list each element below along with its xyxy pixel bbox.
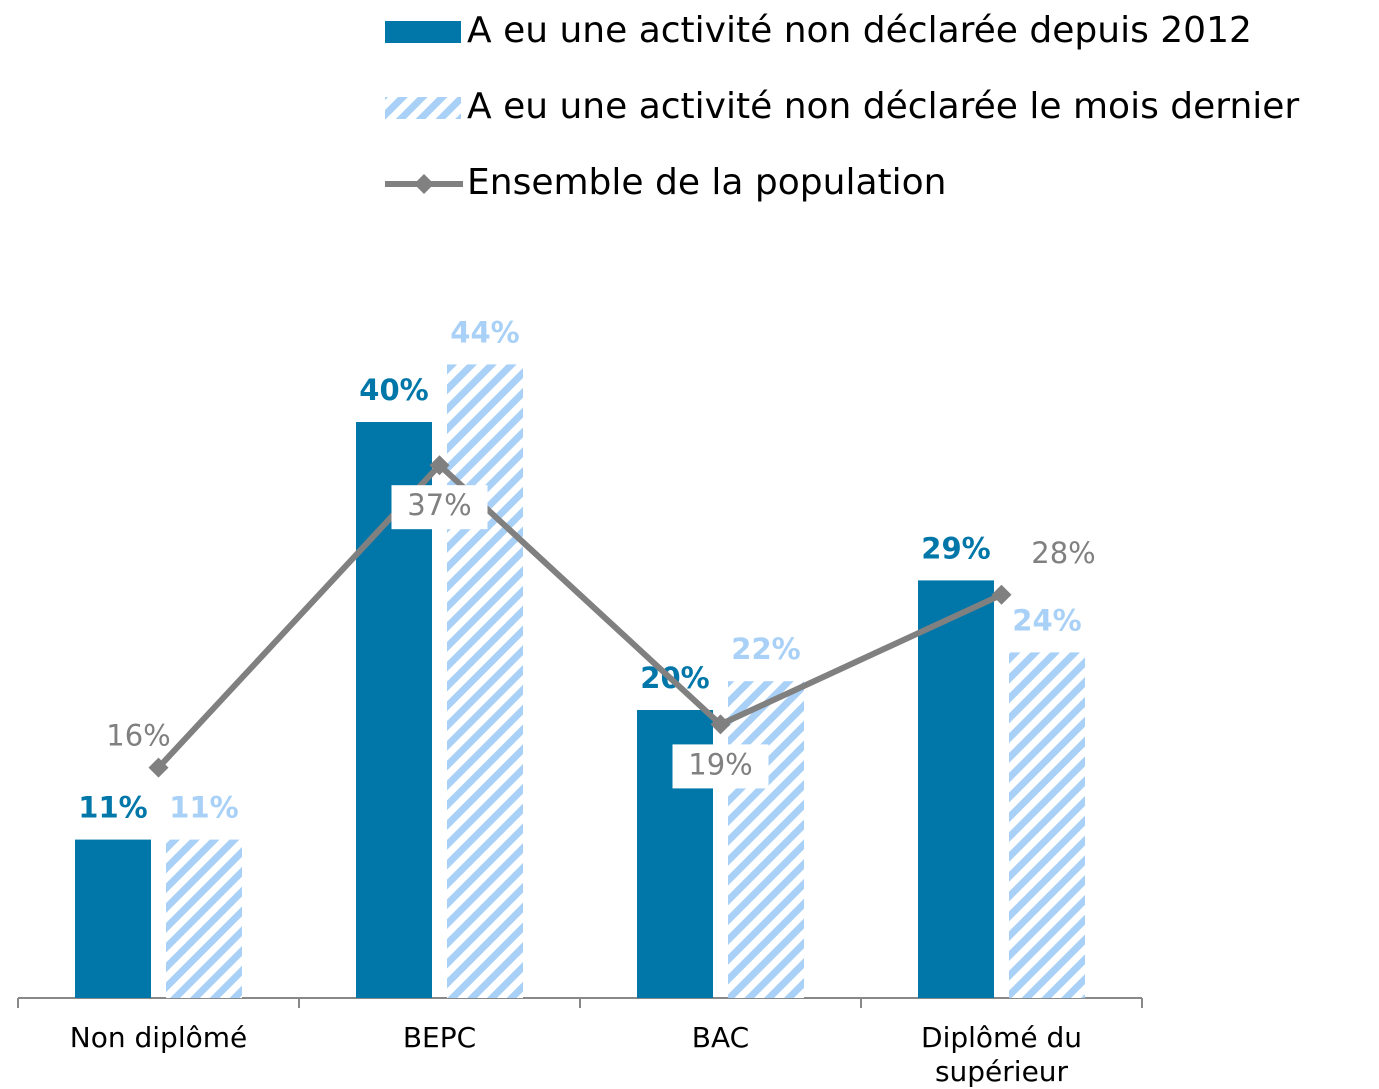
data-label: 29%	[921, 531, 990, 565]
label-box	[391, 485, 488, 530]
legend-label: A eu une activité non déclarée depuis 20…	[467, 10, 1252, 51]
legend-swatch	[385, 21, 461, 43]
line-marker	[429, 455, 450, 476]
x-tick-label: Diplômé du supérieur	[921, 1021, 1082, 1088]
data-label: 37%	[407, 488, 471, 522]
legend-swatch	[414, 174, 434, 194]
bar	[447, 364, 523, 998]
line-marker	[148, 757, 169, 778]
bar	[166, 839, 242, 998]
line-marker	[710, 714, 731, 735]
data-label: 40%	[359, 373, 428, 407]
data-label: 22%	[731, 632, 800, 666]
bar	[1009, 652, 1085, 998]
x-tick-label: BEPC	[402, 1021, 477, 1054]
data-label: 44%	[450, 315, 519, 349]
bar	[75, 839, 151, 998]
x-tick-label: BAC	[691, 1021, 750, 1054]
legend-swatch	[385, 97, 461, 119]
label-box	[672, 744, 769, 789]
line	[156, 460, 1003, 770]
data-label: 28%	[1031, 536, 1095, 570]
data-label: 11%	[169, 791, 238, 825]
x-tick-label: Non diplômé	[69, 1021, 248, 1054]
data-label: 20%	[640, 661, 709, 695]
bar	[728, 681, 804, 998]
data-label: 16%	[106, 719, 170, 753]
data-label: 24%	[1012, 603, 1081, 637]
legend-label: A eu une activité non déclarée le mois d…	[467, 86, 1299, 127]
data-label: 19%	[688, 747, 752, 781]
bar	[918, 580, 994, 998]
line-marker	[991, 584, 1012, 605]
data-label: 11%	[78, 791, 147, 825]
legend-label: Ensemble de la population	[467, 162, 947, 203]
